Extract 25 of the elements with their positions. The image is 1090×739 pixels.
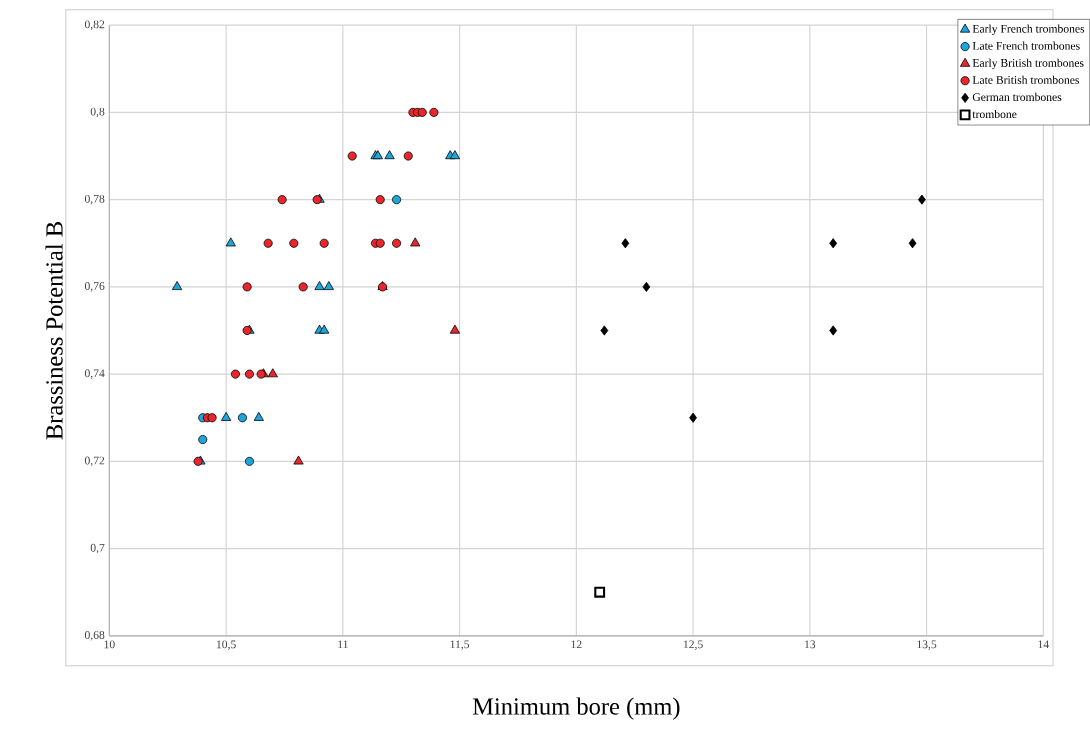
x-tick-label: 10 [104,640,115,649]
y-tick-label: 0,72 [84,456,105,466]
x-tick-label: 12,5 [683,640,703,650]
x-tick-label: 10,5 [216,640,236,650]
y-tick-label: 0,8 [90,107,105,117]
y-tick-label: 0,7 [90,543,105,554]
x-axis-title: Minimum bore (mm) [472,697,680,720]
x-tick-label: 12 [571,640,582,648]
legend-label: Early British trombones [972,58,1084,70]
x-tick-label: 14 [1038,640,1049,648]
legend-label: trombone [972,109,1017,118]
y-tick-label: 0,78 [84,194,105,205]
y-tick-label: 0,76 [84,281,105,292]
legend-label: Early French trombones [972,24,1085,35]
x-tick-label: 11 [338,640,348,648]
legend-label: German trombones [972,92,1062,101]
y-axis-title: Brassiness Potential B [45,221,63,440]
legend-label: Late French trombones [972,41,1080,50]
y-tick-label: 0,82 [84,20,105,30]
legend-label: Late British trombones [972,75,1080,84]
y-tick-label: 0,74 [84,369,105,379]
x-tick-label: 13,5 [917,640,937,650]
y-tick-label: 0,68 [84,630,105,641]
x-tick-label: 13 [805,640,816,649]
x-tick-label: 11,5 [450,640,470,650]
